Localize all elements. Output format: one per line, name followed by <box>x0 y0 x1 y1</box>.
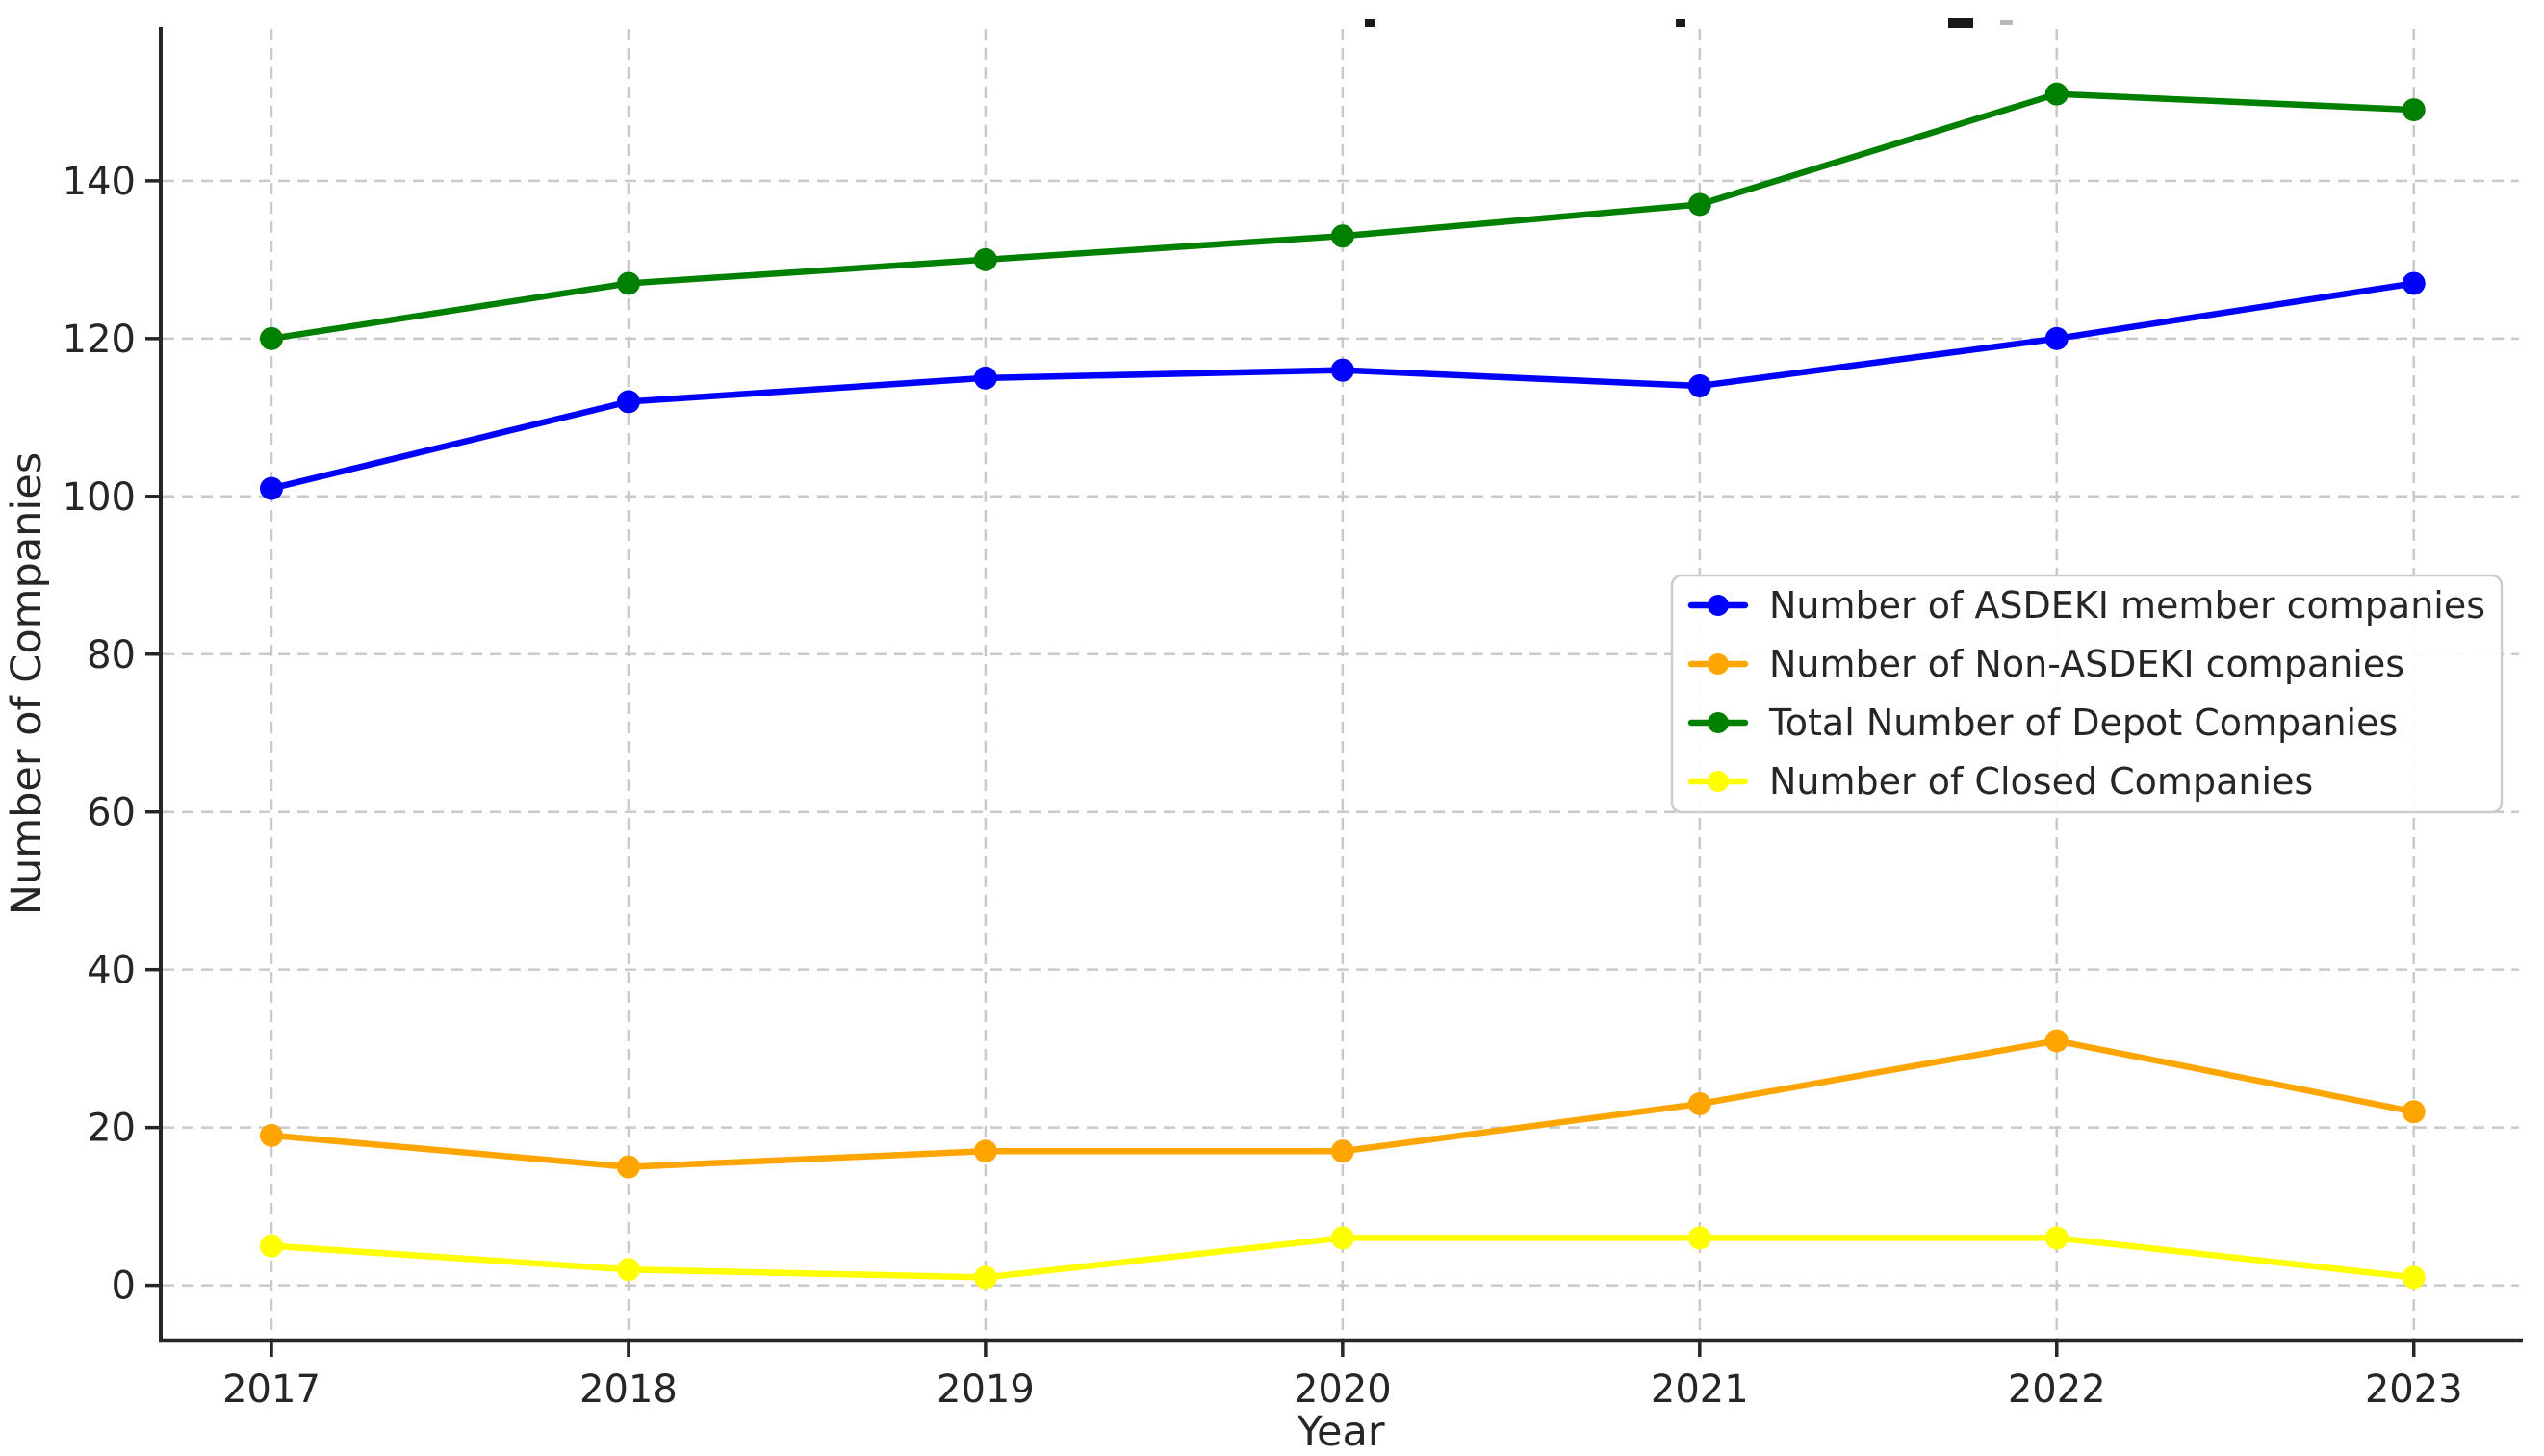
data-point <box>2044 1029 2069 1053</box>
data-point <box>616 390 640 414</box>
series-layer <box>259 82 2426 1290</box>
data-point <box>259 1234 283 1258</box>
data-point <box>1330 1226 1354 1250</box>
clipped-title-fragment <box>1676 19 1685 27</box>
x-tick-label: 2019 <box>937 1367 1035 1412</box>
legend: Number of ASDEKI member companies Number … <box>1670 574 2504 814</box>
x-tick-label: 2023 <box>2365 1367 2463 1412</box>
data-point <box>1687 1092 1711 1116</box>
data-point <box>1687 374 1711 398</box>
legend-marker <box>1708 771 1729 792</box>
clipped-title-fragment <box>2000 20 2013 25</box>
data-point <box>259 476 283 500</box>
data-point <box>2402 98 2426 122</box>
y-tick-label: 20 <box>87 1107 136 1151</box>
data-point <box>2044 326 2069 350</box>
legend-label: Total Number of Depot Companies <box>1768 702 2398 744</box>
data-point <box>616 271 640 295</box>
data-point <box>973 247 997 271</box>
clipped-title-fragments <box>1365 18 2013 28</box>
y-tick-label: 0 <box>112 1264 136 1309</box>
data-point <box>2044 1226 2069 1250</box>
y-tick-label: 120 <box>63 318 136 362</box>
legend-marker <box>1708 653 1729 675</box>
data-point <box>1330 224 1354 248</box>
x-tick-label: 2021 <box>1651 1367 1749 1412</box>
y-tick-label: 80 <box>87 633 136 677</box>
legend-label: Number of Non-ASDEKI companies <box>1769 643 2404 685</box>
data-point <box>1330 1139 1354 1163</box>
y-tick-label: 40 <box>87 949 136 993</box>
data-point <box>973 1139 997 1163</box>
y-tick-label: 100 <box>63 475 136 520</box>
legend-label: Number of Closed Companies <box>1769 760 2313 803</box>
data-point <box>259 326 283 350</box>
clipped-title-fragment <box>1948 18 1973 28</box>
x-tick-label: 2018 <box>579 1367 678 1412</box>
data-point <box>1687 192 1711 217</box>
y-tick-label: 60 <box>87 791 136 835</box>
data-point <box>973 366 997 390</box>
x-tick-label: 2017 <box>222 1367 321 1412</box>
legend-marker <box>1708 595 1729 616</box>
data-point <box>2044 82 2069 106</box>
clipped-title-fragment <box>1365 19 1375 27</box>
x-tick-label: 2020 <box>1294 1367 1392 1412</box>
data-point <box>1687 1226 1711 1250</box>
x-axis-title: Year <box>1296 1408 1384 1456</box>
data-point <box>1330 358 1354 382</box>
legend-box <box>1670 574 2504 814</box>
legend-marker <box>1708 712 1729 733</box>
data-point <box>2402 271 2426 295</box>
legend-label: Number of ASDEKI member companies <box>1769 584 2485 626</box>
data-point <box>259 1123 283 1147</box>
y-axis-title: Number of Companies <box>3 452 51 915</box>
data-point <box>2402 1100 2426 1124</box>
data-point <box>2402 1265 2426 1290</box>
data-point <box>616 1155 640 1179</box>
x-tick-label: 2022 <box>2008 1367 2106 1412</box>
y-tick-label: 140 <box>63 160 136 204</box>
data-point <box>616 1258 640 1282</box>
data-point <box>973 1265 997 1290</box>
axes-layer: 0 20 40 60 80 100 120 140 2017 2018 2019 2020 2021 20… <box>3 27 2523 1456</box>
